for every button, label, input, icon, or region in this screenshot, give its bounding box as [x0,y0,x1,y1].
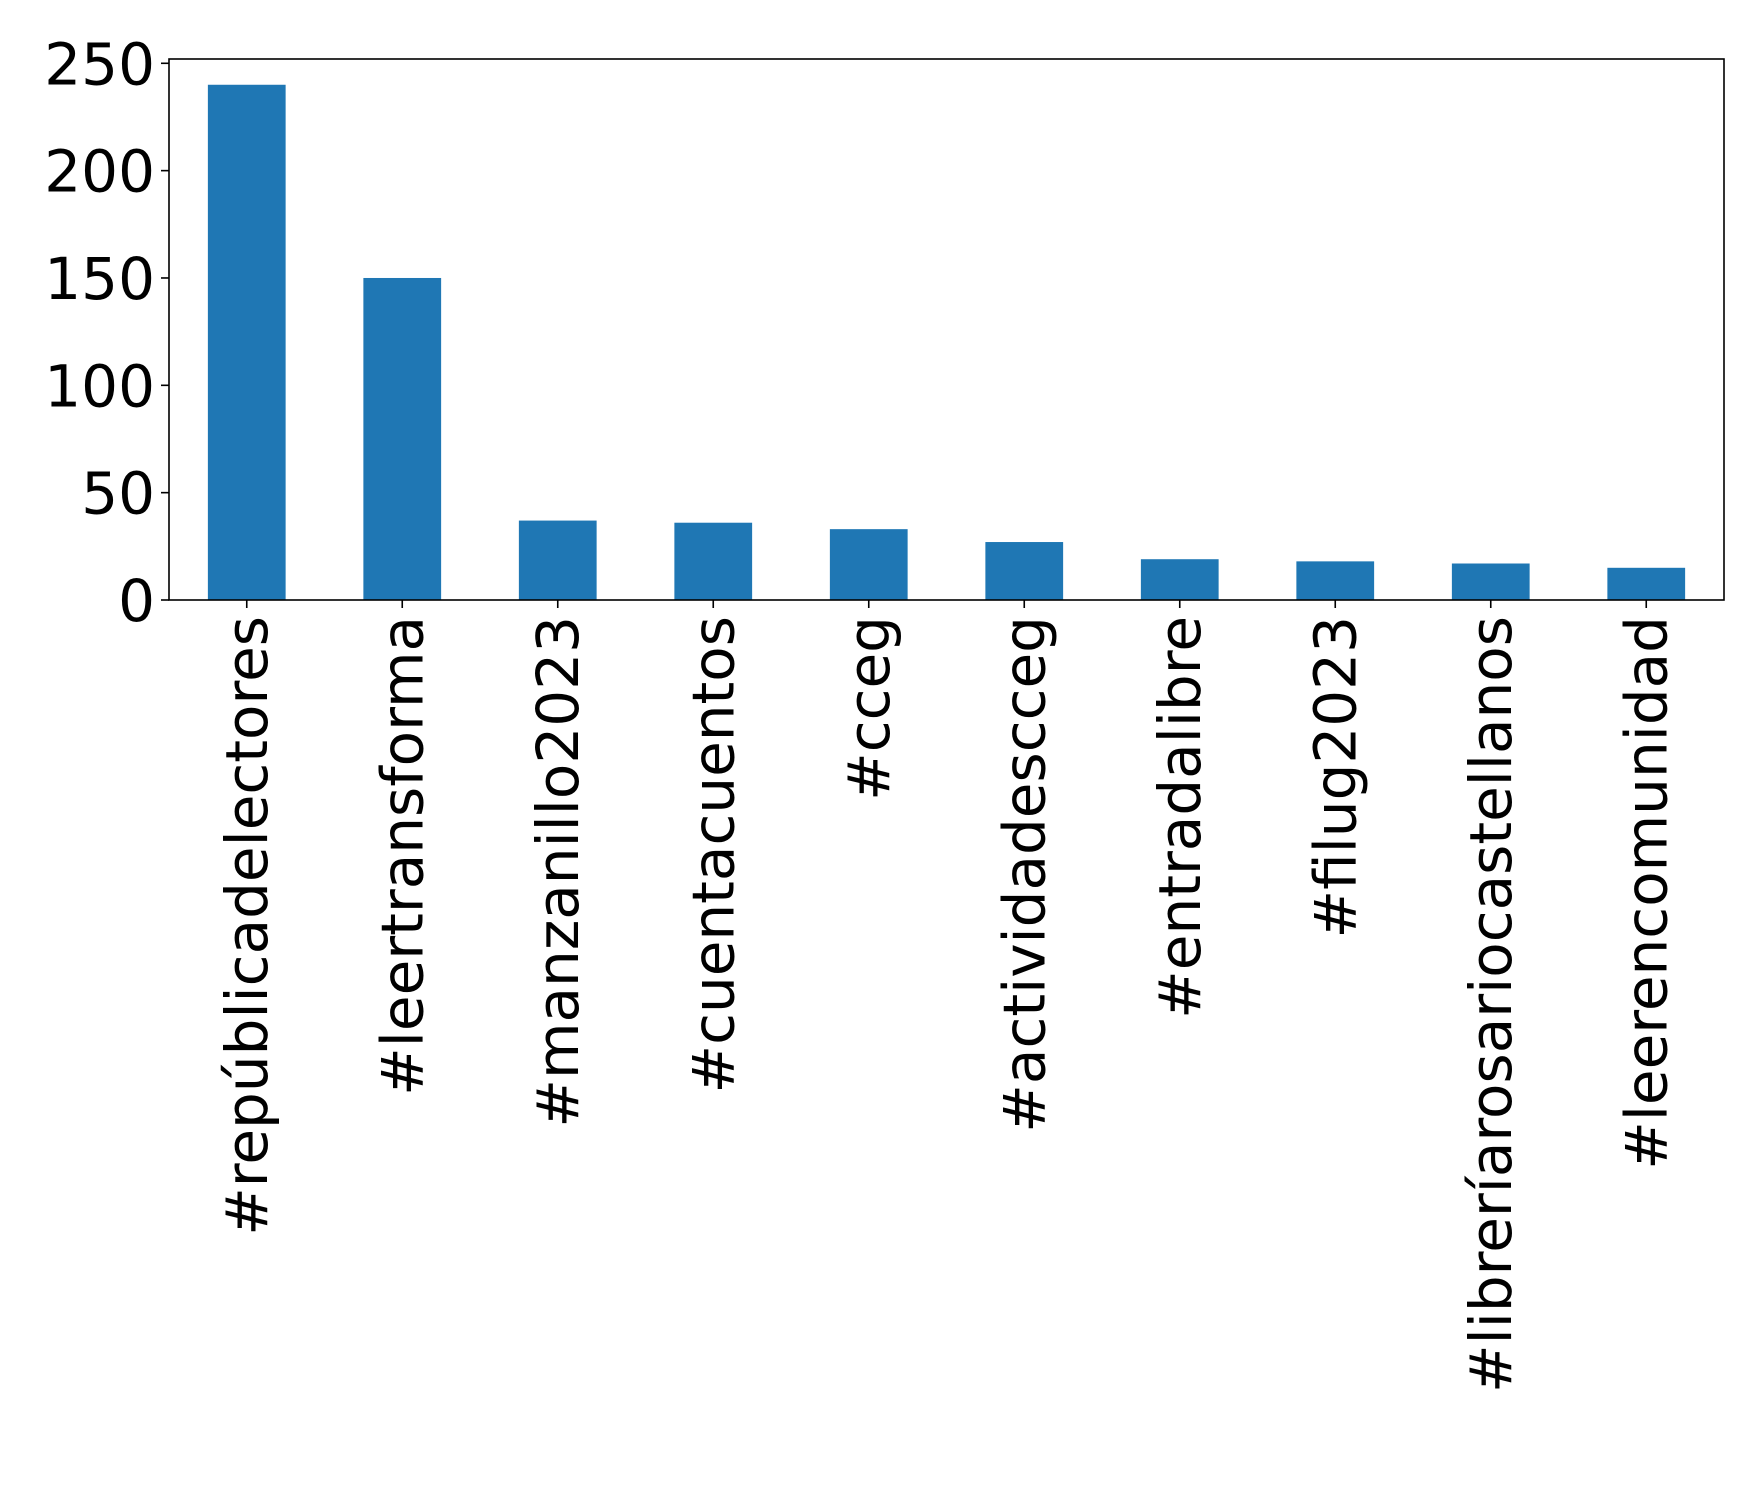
x-tick-label: #actividadescceg [990,616,1058,1133]
bar-2 [518,520,597,600]
y-tick-label: 0 [118,567,155,635]
y-tick-label: 100 [44,352,155,420]
y-tick-label: 150 [44,245,155,313]
bar-1 [363,277,442,600]
y-axis: 0 50 100 150 200 250 [44,30,169,635]
bars-group [207,84,1686,600]
x-tick-label: #libreríarosariocastellanos [1457,616,1525,1393]
bar-9 [1607,567,1686,600]
x-tick-label: #filug2023 [1301,616,1369,938]
y-tick-label: 250 [44,30,155,98]
x-tick-label: #repúblicadelectores [213,616,281,1236]
y-tick-label: 50 [81,460,155,528]
y-tick-label: 200 [44,138,155,206]
bar-7 [1296,561,1375,600]
bar-5 [985,542,1064,600]
x-tick-label: #leertransforma [368,616,436,1096]
bar-4 [829,529,908,600]
x-tick-label: #manzanillo2023 [524,616,592,1128]
bar-0 [207,84,286,600]
bar-3 [674,522,753,600]
x-tick-label: #leerencomunidad [1612,616,1680,1170]
x-tick-label: #cuentacuentos [679,616,747,1094]
bar-8 [1451,563,1530,600]
plot-area-frame [168,58,1725,601]
x-tick-label: #entradalibre [1146,616,1214,1019]
x-tick-label: #cceg [835,616,903,801]
x-axis: #repúblicadelectores #leertransforma #manz… [213,600,1680,1393]
bar-6 [1140,559,1219,600]
